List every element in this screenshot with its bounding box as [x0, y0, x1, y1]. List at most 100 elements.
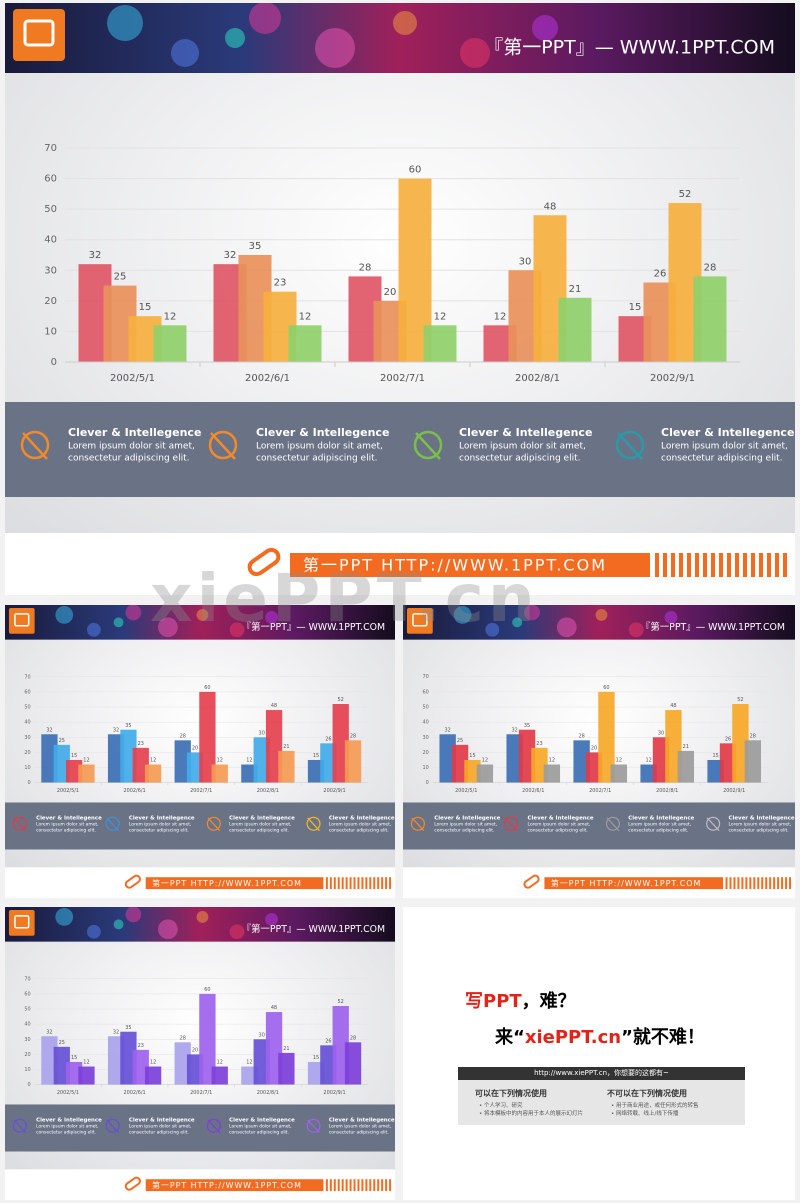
value-label: 48: [544, 201, 557, 212]
feature-title: Clever & Intellegence: [329, 815, 395, 821]
header-bokeh: [265, 610, 278, 624]
x-tick-label: 2002/6/1: [124, 1090, 146, 1096]
header-bokeh: [229, 622, 245, 638]
feature-icon: [13, 1119, 27, 1134]
footer-stripe: [749, 877, 752, 890]
value-label: 26: [654, 269, 667, 280]
feature-icon: [307, 1119, 320, 1134]
value-label: 21: [283, 744, 289, 750]
feature-icon: [504, 816, 519, 831]
value-label: 35: [249, 241, 262, 252]
value-label: 32: [445, 727, 451, 733]
footer-stripe: [337, 877, 340, 890]
value-label: 30: [658, 730, 664, 736]
feature-text: consectetur adipiscing elit.: [459, 454, 580, 464]
footer-stripe: [325, 1179, 328, 1192]
bar: [732, 704, 749, 783]
y-tick-label: 0: [28, 1082, 31, 1088]
slide: 『第一PPT』— WWW.1PPT.COM 0 10 20 30 40 50 60 70 2002…: [5, 907, 395, 1200]
footer-stripe: [345, 877, 348, 890]
value-label: 32: [511, 727, 517, 733]
feature-icon: [606, 817, 620, 832]
y-tick-label: 20: [24, 750, 30, 756]
y-tick-label: 30: [44, 265, 57, 276]
feature-band: [5, 1104, 395, 1152]
bar: [332, 1006, 349, 1085]
promo-line2: 来“xiePPT.cn”就不难！: [495, 1023, 705, 1049]
value-label: 23: [274, 278, 287, 289]
value-label: 20: [192, 745, 198, 751]
header-text: 『第一PPT』— WWW.1PPT.COM: [242, 621, 385, 633]
footer-stripe: [341, 877, 344, 890]
footer-icon: [124, 1176, 141, 1191]
header-bokeh: [113, 919, 124, 930]
value-label: 12: [482, 758, 488, 764]
value-label: 23: [138, 741, 144, 747]
bar: [707, 759, 724, 783]
logo: [13, 9, 65, 61]
feature-title: Clever & Intellegence: [129, 815, 195, 821]
promo-text: 来“: [495, 1027, 525, 1048]
header-bokeh: [125, 907, 142, 923]
footer-bar: [290, 553, 650, 577]
bar: [307, 1061, 325, 1085]
promo-item: • 用于商业用途，或任何形式的转售: [611, 1103, 699, 1109]
footer-stripe: [769, 877, 772, 890]
y-tick-label: 40: [24, 1022, 30, 1028]
value-label: 28: [350, 1035, 356, 1041]
bar: [585, 752, 603, 783]
feature-icon: [20, 430, 50, 460]
value-label: 15: [712, 753, 718, 759]
value-label: 28: [180, 733, 186, 739]
bar: [241, 1066, 258, 1085]
feature-text: Lorem ipsum dolor sit amet,: [229, 822, 291, 828]
bar: [78, 1066, 95, 1085]
feature-icon: [22, 432, 48, 460]
value-label: 28: [350, 733, 356, 739]
value-label: 20: [591, 745, 597, 751]
feature-text: Lorem ipsum dolor sit amet,: [329, 822, 391, 828]
footer-stripe: [373, 877, 376, 890]
feature-band: [403, 802, 795, 850]
bar: [677, 750, 695, 783]
x-tick-label: 2002/5/1: [455, 788, 477, 794]
footer-stripe: [337, 1179, 340, 1192]
footer-bar: [544, 877, 724, 890]
bar: [320, 1045, 337, 1085]
value-label: 52: [338, 697, 344, 703]
bar: [53, 1046, 70, 1085]
value-label: 12: [83, 758, 89, 764]
footer-text: 第一PPT HTTP://WWW.1PPT.COM: [152, 1180, 302, 1190]
bar: [476, 764, 494, 783]
bar: [132, 747, 149, 783]
value-label: 30: [259, 1032, 265, 1038]
value-label: 32: [89, 250, 102, 261]
bar: [132, 1049, 149, 1085]
value-label: 32: [224, 250, 237, 261]
feature-text: Lorem ipsum dolor sit amet,: [729, 822, 792, 828]
header-band: [5, 907, 395, 942]
value-label: 48: [271, 703, 277, 709]
header-bokeh: [113, 617, 124, 628]
bar: [543, 764, 561, 783]
feature-text: Lorem ipsum dolor sit amet,: [129, 1124, 191, 1130]
feature-band: [5, 802, 395, 850]
footer-stripe: [353, 1179, 356, 1192]
feature-icon: [105, 816, 120, 831]
y-tick-label: 30: [24, 1037, 30, 1043]
feature-text: Lorem ipsum dolor sit amet,: [68, 442, 195, 452]
y-tick-label: 50: [422, 705, 428, 711]
bar: [65, 759, 83, 783]
y-tick-label: 70: [44, 143, 57, 154]
value-label: 32: [46, 727, 52, 733]
footer-text: 第一PPT HTTP://WWW.1PPT.COM: [152, 878, 302, 888]
bar: [307, 759, 325, 783]
footer-stripe: [663, 553, 667, 577]
bar: [344, 740, 362, 783]
bar: [107, 734, 125, 783]
bar: [144, 1066, 162, 1085]
feature-text: consectetur adipiscing elit.: [729, 828, 789, 834]
logo-glyph: [14, 613, 30, 627]
bar: [144, 764, 162, 783]
promo-item-text: 个人学习、研究: [484, 1103, 523, 1109]
